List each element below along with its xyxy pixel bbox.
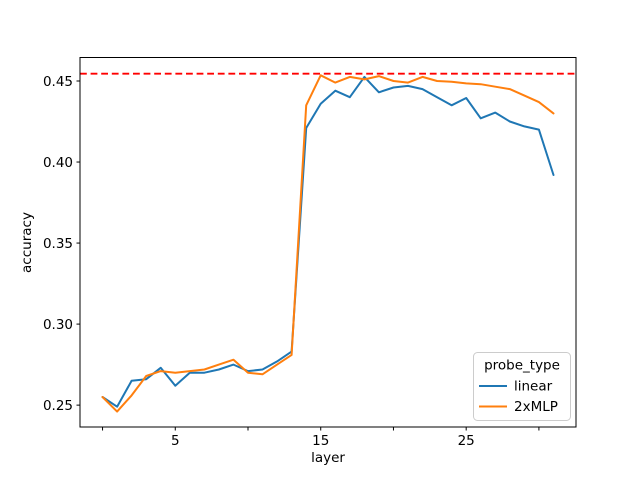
x-tick-label: 5 — [171, 433, 180, 449]
y-axis-label: accuracy — [19, 212, 35, 273]
legend-box — [473, 352, 571, 421]
legend: probe_type linear 2xMLP — [473, 352, 571, 421]
plot-area-border — [79, 57, 577, 428]
y-tick-label: 0.40 — [43, 155, 73, 171]
series-line-linear — [101, 75, 555, 408]
legend-label-linear: linear — [514, 379, 553, 395]
series-line-2xmlp — [101, 74, 555, 413]
y-tick-label: 0.35 — [43, 236, 73, 252]
legend-label-2xmlp: 2xMLP — [514, 399, 558, 415]
x-tick-label: 25 — [458, 433, 475, 449]
legend-title: probe_type — [484, 358, 560, 374]
y-tick-label: 0.45 — [43, 74, 73, 90]
y-tick-label: 0.30 — [43, 317, 73, 333]
y-tick-label: 0.25 — [43, 398, 73, 414]
plot-content: 5 15 25 0.25 0.30 0.35 0.40 0.45 — [43, 72, 576, 449]
x-tick-label: 15 — [312, 433, 329, 449]
x-axis-label: layer — [311, 450, 345, 466]
